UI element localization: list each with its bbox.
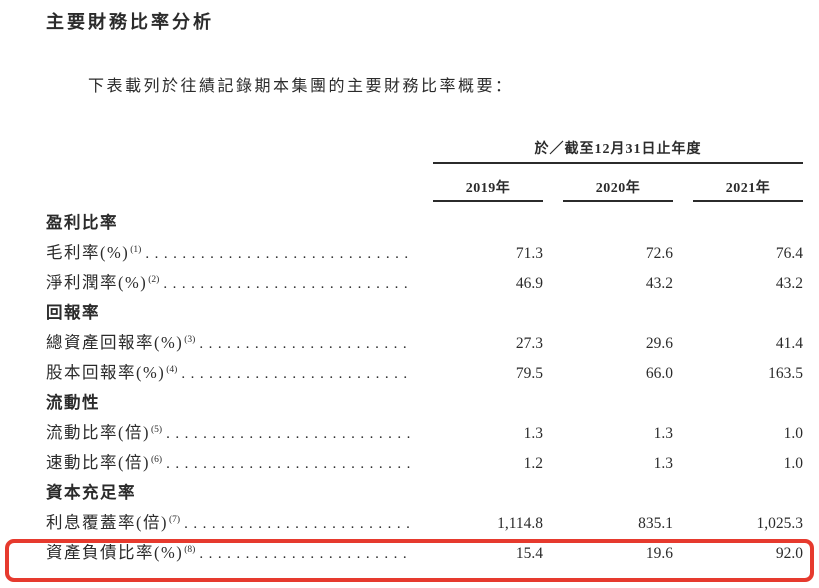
row-label: 速動比率(倍)(6)..............................… [46, 448, 413, 481]
value-cell: 46.9 [515, 275, 543, 292]
page-title: 主要財務比率分析 [46, 12, 214, 32]
row-label: 淨利潤率(%)(2)..............................… [46, 268, 413, 301]
dot-leader: ........................................… [163, 276, 411, 292]
value-cell: 1,025.3 [756, 515, 804, 532]
financial-ratios-table: 於／截至12月31日止年度 2019年 2020年 2021年 盈利比率毛利率(%)… [46, 138, 803, 568]
section-header-row: 流動性 [46, 388, 803, 418]
value-cell: 27.3 [515, 335, 543, 352]
row-label-text: 回報率 [46, 303, 100, 322]
year-column-header: 2020年 [563, 164, 673, 202]
footnote-reference: (6) [151, 455, 163, 465]
footnote-reference: (1) [130, 245, 142, 255]
year-columns-group: 於／截至12月31日止年度 2019年 2020年 2021年 [433, 138, 803, 202]
dot-leader: ........................................… [199, 546, 411, 562]
row-label: 總資產回報率(%)(3)............................… [46, 328, 413, 361]
dot-leader: ........................................… [184, 516, 411, 532]
year-column-header: 2019年 [433, 164, 543, 202]
table-row: 資產負債比率(%)(8)............................… [46, 538, 803, 568]
value-cell: 43.2 [775, 275, 803, 292]
value-cell: 43.2 [645, 275, 673, 292]
row-label-text: 總資產回報率(%) [46, 333, 184, 352]
dot-leader: ........................................… [199, 336, 411, 352]
dot-leader: ........................................… [145, 246, 411, 262]
table-body: 盈利比率毛利率(%) (1)...........................… [46, 208, 803, 568]
intro-text: 下表載列於往績記錄期本集團的主要財務比率概要： [88, 78, 514, 95]
period-header: 於／截至12月31日止年度 [433, 138, 803, 164]
value-cell: 1.3 [523, 425, 543, 442]
value-cell: 1.0 [783, 425, 803, 442]
dot-leader: ........................................… [181, 366, 411, 382]
row-label: 回報率 [46, 298, 413, 328]
value-cell: 1.3 [653, 425, 673, 442]
year-column-header: 2021年 [693, 164, 803, 202]
section-header-row: 盈利比率 [46, 208, 803, 238]
value-cell: 29.6 [645, 335, 673, 352]
value-cell: 1.3 [653, 455, 673, 472]
year-header-row: 2019年 2020年 2021年 [433, 164, 803, 202]
value-cell: 66.0 [645, 365, 673, 382]
row-label-text: 資產負債比率(%) [46, 543, 184, 562]
table-row: 淨利潤率(%)(2)..............................… [46, 268, 803, 298]
value-cell: 72.6 [645, 245, 673, 262]
row-label-text: 淨利潤率(%) [46, 273, 148, 292]
table-row: 毛利率(%)(1)...............................… [46, 238, 803, 268]
row-label: 毛利率(%)(1)...............................… [46, 238, 413, 271]
row-label: 盈利比率 [46, 208, 413, 238]
row-label: 資產負債比率(%)(8)............................… [46, 538, 413, 571]
value-cell: 41.4 [775, 335, 803, 352]
footnote-reference: (3) [184, 335, 196, 345]
document-page: 主要財務比率分析 下表載列於往績記錄期本集團的主要財務比率概要： 於／截至12月… [0, 10, 819, 588]
footnote-reference: (2) [148, 275, 160, 285]
table-row: 利息覆蓋率(倍)(7).............................… [46, 508, 803, 538]
table-row: 總資產回報率(%)(3)............................… [46, 328, 803, 358]
section-header-row: 資本充足率 [46, 478, 803, 508]
row-label: 資本充足率 [46, 478, 413, 508]
value-cell: 76.4 [775, 245, 803, 262]
table-row: 流動比率(倍)(5)..............................… [46, 418, 803, 448]
footnote-reference: (7) [169, 515, 181, 525]
row-label: 流動比率(倍)(5)..............................… [46, 418, 413, 451]
value-cell: 1.2 [523, 455, 543, 472]
value-cell: 19.6 [645, 545, 673, 562]
footnote-reference: (4) [166, 365, 178, 375]
value-cell: 1.0 [783, 455, 803, 472]
row-label-text: 股本回報率(%) [46, 363, 166, 382]
dot-leader: ........................................… [166, 426, 411, 442]
dot-leader: ........................................… [166, 456, 411, 472]
value-cell: 79.5 [515, 365, 543, 382]
header-spacer [46, 138, 433, 202]
value-cell: 835.1 [638, 515, 673, 532]
table-row: 股本回報率(%)(4).............................… [46, 358, 803, 388]
row-label-text: 流動比率(倍) [46, 423, 150, 442]
footnote-reference: (5) [151, 425, 163, 435]
row-label: 股本回報率(%)(4).............................… [46, 358, 413, 391]
row-label: 流動性 [46, 388, 413, 418]
table-header: 於／截至12月31日止年度 2019年 2020年 2021年 [46, 138, 803, 202]
row-label-text: 盈利比率 [46, 213, 118, 232]
table-row: 速動比率(倍)(6)..............................… [46, 448, 803, 478]
row-label-text: 速動比率(倍) [46, 453, 150, 472]
row-label-text: 毛利率(%) [46, 243, 130, 262]
value-cell: 15.4 [515, 545, 543, 562]
row-label-text: 流動性 [46, 393, 100, 412]
footnote-reference: (8) [184, 545, 196, 555]
row-label-text: 資本充足率 [46, 483, 136, 502]
section-header-row: 回報率 [46, 298, 803, 328]
value-cell: 71.3 [515, 245, 543, 262]
value-cell: 1,114.8 [497, 515, 543, 532]
value-cell: 92.0 [775, 545, 803, 562]
value-cell: 163.5 [768, 365, 803, 382]
row-label-text: 利息覆蓋率(倍) [46, 513, 168, 532]
row-label: 利息覆蓋率(倍)(7).............................… [46, 508, 413, 541]
